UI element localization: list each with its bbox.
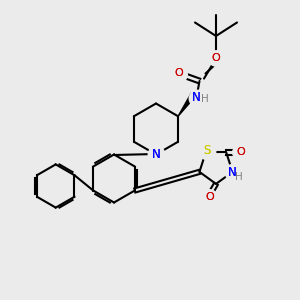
Text: N: N (228, 166, 237, 179)
Text: O: O (236, 147, 245, 158)
Text: O: O (236, 147, 245, 158)
Text: N: N (192, 91, 201, 104)
Polygon shape (178, 93, 196, 116)
Text: N: N (152, 148, 160, 161)
Text: O: O (212, 53, 220, 64)
Text: S: S (204, 144, 211, 158)
Text: H: H (235, 172, 243, 182)
Text: N: N (192, 91, 201, 104)
Text: S: S (204, 144, 211, 158)
Text: O: O (205, 192, 214, 202)
Text: O: O (174, 68, 183, 79)
Text: N: N (228, 166, 237, 179)
Text: N: N (152, 148, 160, 161)
Text: H: H (201, 94, 209, 104)
Text: O: O (174, 68, 183, 79)
Text: O: O (205, 192, 214, 202)
Text: O: O (212, 53, 220, 64)
